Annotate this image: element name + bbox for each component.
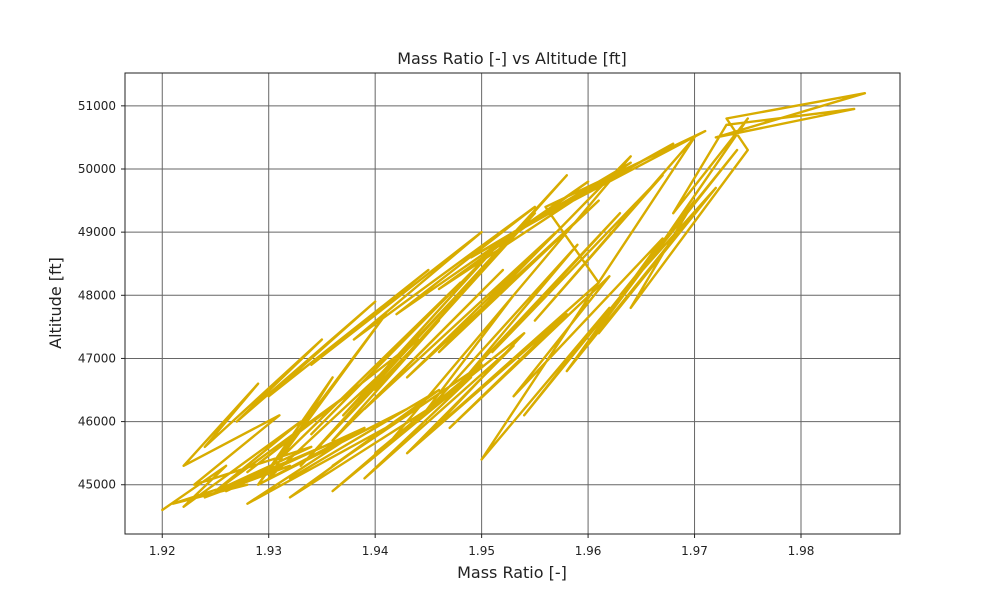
- y-tick-label: 50000: [78, 162, 116, 176]
- y-axis-ticks: 45000 46000 47000 48000 49000 50000 51000: [78, 99, 125, 492]
- x-tick-label: 1.95: [468, 544, 495, 558]
- x-tick-label: 1.92: [149, 544, 176, 558]
- grid-layer: [125, 73, 900, 534]
- x-axis-title: Mass Ratio [-]: [457, 563, 567, 582]
- x-tick-label: 1.93: [255, 544, 282, 558]
- y-tick-label: 47000: [78, 351, 116, 365]
- series-line: [161, 91, 867, 512]
- chart-title: Mass Ratio [-] vs Altitude [ft]: [397, 49, 626, 68]
- y-tick-label: 45000: [78, 478, 116, 492]
- x-tick-label: 1.98: [788, 544, 815, 558]
- x-tick-label: 1.97: [681, 544, 708, 558]
- y-tick-label: 49000: [78, 225, 116, 239]
- x-tick-label: 1.96: [575, 544, 602, 558]
- y-tick-label: 51000: [78, 99, 116, 113]
- plot-area-frame: [124, 72, 901, 535]
- y-axis-title: Altitude [ft]: [46, 257, 65, 349]
- y-tick-label: 46000: [78, 415, 116, 429]
- series-layer: [161, 91, 867, 512]
- x-axis-ticks: 1.92 1.93 1.94 1.95 1.96 1.97 1.98: [149, 534, 814, 558]
- x-tick-label: 1.94: [362, 544, 389, 558]
- y-tick-label: 48000: [78, 288, 116, 302]
